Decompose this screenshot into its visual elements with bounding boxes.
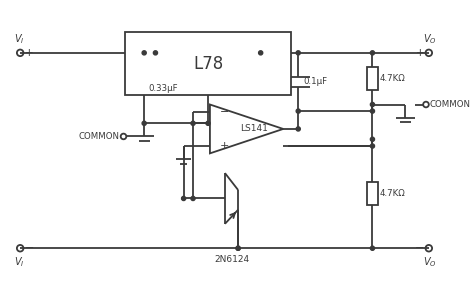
- Circle shape: [191, 121, 195, 125]
- Text: +: +: [416, 48, 424, 58]
- Text: COMMON: COMMON: [430, 100, 471, 109]
- Circle shape: [142, 51, 146, 55]
- Circle shape: [296, 109, 301, 113]
- Circle shape: [236, 246, 240, 250]
- Text: LS141: LS141: [240, 125, 268, 133]
- Circle shape: [182, 196, 186, 201]
- Circle shape: [370, 102, 374, 106]
- Circle shape: [370, 246, 374, 250]
- Text: $V_I$: $V_I$: [14, 32, 25, 46]
- Text: $V_O$: $V_O$: [423, 32, 437, 46]
- Text: −: −: [25, 243, 34, 253]
- Text: +: +: [25, 48, 34, 58]
- Circle shape: [296, 51, 301, 55]
- Circle shape: [191, 196, 195, 201]
- Circle shape: [370, 137, 374, 141]
- Circle shape: [236, 246, 240, 250]
- Text: 0.33μF: 0.33μF: [149, 84, 179, 93]
- Text: 4.7KΩ: 4.7KΩ: [380, 189, 406, 198]
- Circle shape: [142, 121, 146, 125]
- Circle shape: [296, 127, 301, 131]
- Text: −: −: [415, 243, 424, 253]
- Text: 0.1μF: 0.1μF: [303, 77, 327, 86]
- Text: $V_O$: $V_O$: [423, 255, 437, 269]
- Circle shape: [154, 51, 157, 55]
- Circle shape: [259, 51, 263, 55]
- Text: 2N6124: 2N6124: [214, 255, 249, 264]
- Bar: [367, 67, 378, 90]
- Text: $V_I$: $V_I$: [14, 255, 25, 269]
- Circle shape: [370, 51, 374, 55]
- Circle shape: [370, 109, 374, 113]
- Text: 4.7KΩ: 4.7KΩ: [380, 74, 406, 83]
- Text: +: +: [220, 141, 229, 151]
- Circle shape: [206, 121, 210, 125]
- Text: −: −: [220, 107, 229, 117]
- Text: COMMON: COMMON: [79, 132, 120, 141]
- Text: L78: L78: [193, 55, 223, 73]
- Bar: [367, 183, 378, 205]
- Circle shape: [370, 144, 374, 148]
- Bar: [126, 32, 291, 95]
- Polygon shape: [210, 104, 283, 153]
